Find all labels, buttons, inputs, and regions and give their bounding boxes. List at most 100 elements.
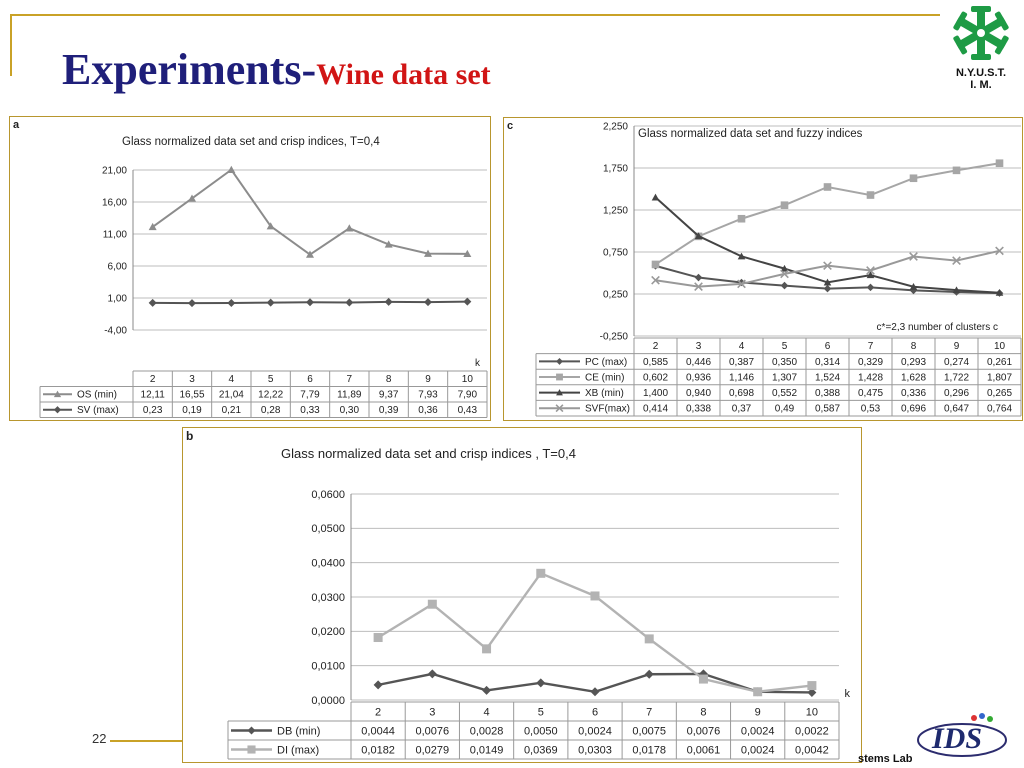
data-label: 0,336 — [901, 388, 926, 399]
legend-entry: DI (max) — [277, 745, 319, 757]
x-tick-label: 8 — [386, 374, 392, 385]
data-label: 0,0182 — [361, 745, 395, 757]
data-point — [424, 298, 432, 307]
data-label: 0,0050 — [524, 726, 558, 738]
legend-marker — [247, 745, 256, 754]
data-label: 0,698 — [729, 388, 754, 399]
y-tick-label: 0,750 — [603, 248, 628, 259]
data-label: 21,04 — [219, 390, 244, 401]
data-point — [823, 261, 832, 271]
data-label: 0,0149 — [470, 745, 504, 757]
data-label: 0,0061 — [687, 745, 721, 757]
x-tick-label: 5 — [538, 707, 544, 719]
data-label: 1,428 — [858, 372, 883, 383]
series-3 — [651, 246, 1004, 291]
x-tick-label: 2 — [375, 707, 381, 719]
title-sub-text: Wine data set — [316, 58, 491, 91]
data-point — [694, 273, 703, 282]
data-table: 2 3 4 5 6 7 8 9 10 OS (min) 12,11 16,55 21,04 12,22 7,… — [39, 370, 488, 418]
data-point — [148, 222, 157, 231]
x-tick-label: 9 — [425, 374, 431, 385]
data-point — [866, 283, 875, 292]
legend-entry: SVF(max) — [585, 404, 630, 415]
data-label: 7,79 — [300, 390, 320, 401]
data-label: 0,414 — [643, 404, 668, 415]
y-tick-label: 1,750 — [603, 164, 628, 175]
data-label: 1,400 — [643, 388, 668, 399]
chart-title: Glass normalized data set and crisp indi… — [281, 446, 576, 461]
x-tick-label: 9 — [755, 707, 761, 719]
slide-number: 22 — [92, 731, 107, 746]
data-label: 0,23 — [143, 405, 163, 416]
data-point — [737, 252, 746, 260]
data-label: 0,0076 — [687, 726, 721, 738]
data-table: 2 3 4 5 6 7 8 9 10 PC (max) 0,585 0,446 0,387 0,350 0,… — [535, 337, 1022, 417]
legend-marker — [247, 726, 256, 735]
y-tick-label: -4,00 — [104, 326, 127, 337]
data-point — [482, 644, 492, 654]
series-2 — [651, 193, 1004, 296]
data-point — [373, 680, 383, 690]
data-point — [866, 191, 875, 199]
data-label: 0,0022 — [795, 726, 829, 738]
legend-entry: OS (min) — [77, 390, 117, 401]
data-point — [753, 687, 763, 697]
data-point — [590, 687, 600, 697]
data-label: 1,524 — [815, 372, 840, 383]
legend-marker — [53, 406, 62, 414]
data-label: 12,22 — [258, 390, 283, 401]
y-tick-label: 6,00 — [108, 262, 128, 273]
data-label: 0,764 — [987, 404, 1012, 415]
x-tick-label: 7 — [347, 374, 353, 385]
series-0 — [373, 669, 817, 697]
data-point — [952, 166, 961, 175]
x-tick-label: 7 — [868, 341, 874, 352]
data-label: 12,11 — [141, 390, 166, 401]
data-label: 0,936 — [686, 372, 711, 383]
legend-marker — [556, 389, 563, 396]
data-point — [698, 674, 708, 684]
legend-entry: XB (min) — [585, 388, 624, 399]
chart-title: Glass normalized data set and crisp indi… — [122, 136, 380, 148]
data-point — [373, 633, 383, 643]
data-table: 2 3 4 5 6 7 8 9 10 DB (min) 0,0044 0,0076 0,0028 0,00… — [227, 701, 840, 760]
chart-panel-c: c Glass normalized data set and fuzzy ind… — [503, 117, 1023, 421]
series-line — [152, 168, 468, 256]
data-point — [909, 174, 918, 183]
data-point — [952, 286, 961, 294]
x-tick-label: 3 — [696, 341, 702, 352]
legend-marker — [555, 404, 564, 413]
x-tick-label: 6 — [307, 374, 313, 385]
data-label: 0,30 — [340, 405, 360, 416]
legend-entry: CE (min) — [585, 372, 624, 383]
data-label: 0,37 — [732, 404, 752, 415]
x-axis-label: k — [845, 688, 851, 700]
data-label: 7,93 — [418, 390, 438, 401]
series-1 — [373, 568, 817, 697]
panel-letter: c — [507, 120, 513, 132]
data-point — [266, 298, 275, 307]
nyust-logo: N.Y.U.S.T. I. M. — [945, 4, 1017, 91]
data-point — [909, 282, 918, 290]
y-tick-label: 0,250 — [603, 290, 628, 301]
data-label: 0,338 — [686, 404, 711, 415]
data-point — [227, 165, 236, 173]
data-label: 0,940 — [686, 388, 711, 399]
data-label: 0,265 — [987, 388, 1012, 399]
series-line — [654, 162, 1000, 266]
data-label: 0,21 — [222, 405, 242, 416]
left-rule — [10, 14, 12, 76]
x-tick-label: 5 — [782, 341, 788, 352]
data-label: 0,0024 — [578, 726, 612, 738]
data-label: 0,602 — [643, 372, 668, 383]
data-label: 0,28 — [261, 405, 281, 416]
x-tick-label: 10 — [462, 374, 474, 385]
x-tick-label: 9 — [954, 341, 960, 352]
data-label: 0,0075 — [632, 726, 666, 738]
data-point — [995, 159, 1004, 168]
data-point — [424, 249, 432, 257]
x-tick-label: 10 — [994, 341, 1006, 352]
data-point — [266, 222, 275, 230]
data-label: 0,388 — [815, 388, 840, 399]
data-point — [694, 232, 703, 240]
